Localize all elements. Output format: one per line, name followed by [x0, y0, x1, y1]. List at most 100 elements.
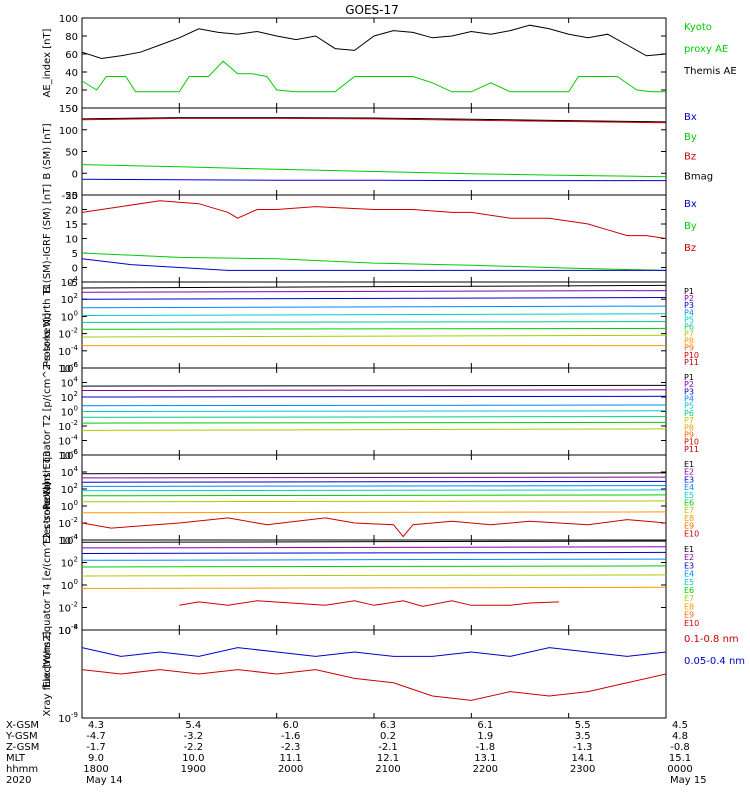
legend-entry: Bz: [684, 152, 696, 163]
orbit-row-label: Y-GSM: [5, 731, 38, 742]
legend-entry: P11: [684, 445, 699, 454]
series-line-8: [81, 428, 667, 431]
series-line-2: [81, 476, 667, 479]
y-axis-label: AE_index [nT]: [42, 28, 53, 97]
orbit-cell: 9.0: [88, 753, 104, 764]
y-tick-label: 20: [65, 206, 78, 217]
y-tick-label: 80: [65, 32, 78, 43]
series-line-1: [81, 647, 667, 657]
legend-entry: P1: [684, 373, 694, 382]
orbit-cell: -3.2: [184, 731, 204, 742]
orbit-cell: -2.2: [184, 742, 204, 753]
legend-entry: P3: [684, 301, 694, 310]
orbit-cell: 4.3: [88, 720, 104, 731]
y-axis-label: Protons North T1: [42, 283, 53, 367]
orbit-cell: 0000: [667, 764, 692, 775]
legend-entry: P11: [684, 358, 699, 367]
y-tick-label: 150: [59, 104, 78, 115]
y-tick-label: 104: [61, 376, 79, 390]
y-tick-label: 100: [59, 126, 78, 137]
orbit-cell: 3.5: [575, 731, 591, 742]
legend-entry: E9: [684, 522, 694, 531]
legend-entry: E1: [684, 545, 694, 554]
orbit-cell: -4.7: [86, 731, 106, 742]
legend-entry: P5: [684, 315, 694, 324]
panel-2: -50 0 50 100 150 B (SM) [nT] Bx By Bz Bmag: [42, 104, 713, 202]
y-tick-label: 10-4: [58, 344, 78, 358]
legend-entry: E9: [684, 611, 694, 620]
series-line-7: [81, 327, 667, 330]
y-tick-label: -5: [68, 278, 78, 289]
legend-entry: P9: [684, 344, 694, 353]
orbit-cell: 1800: [83, 764, 108, 775]
series-line-8: [81, 334, 667, 338]
series-line-1: [81, 164, 667, 178]
series-line-6: [81, 321, 667, 323]
y-tick-label: 60: [65, 50, 78, 61]
legend-entry: P8: [684, 337, 694, 346]
legend-entry: E7: [684, 506, 694, 515]
y-tick-label: 100: [61, 499, 78, 513]
legend-entry: E1: [684, 460, 694, 469]
series-line-1: [81, 472, 667, 475]
legend-entry: P10: [684, 438, 699, 447]
orbit-cell: 13.1: [474, 753, 496, 764]
legend-entry: E8: [684, 514, 694, 523]
series-line-6: [81, 494, 667, 497]
y-tick-label: 106: [61, 361, 79, 375]
orbit-row-label: 2020: [6, 775, 31, 786]
y-axis-label: Protons Equator T2 [p/(cm^2-s-sr-keV)]: [42, 313, 53, 510]
series-line-7: [81, 586, 667, 589]
y-tick-label: 25: [65, 191, 78, 202]
orbit-cell: 11.1: [280, 753, 302, 764]
y-tick-label: 100: [59, 14, 78, 25]
legend-entry: E10: [684, 619, 699, 628]
orbit-cell: -0.8: [670, 742, 690, 753]
series-line-1: [81, 540, 667, 543]
orbit-row-label: hhmm: [6, 764, 38, 775]
y-tick-label: 100: [61, 309, 78, 323]
legend-entry: E5: [684, 491, 694, 500]
series-line-3: [81, 117, 667, 123]
series-line-5: [81, 565, 667, 568]
legend-entry: E6: [684, 586, 694, 595]
series-line-2: [81, 546, 667, 549]
panel-8: 10-8 10-9 Xray flux [W/m2] 0.1-0.8 nm 0.05-0…: [42, 623, 745, 725]
series-line-3: [81, 297, 667, 300]
legend-entry: P6: [684, 409, 694, 418]
orbit-cell: 2300: [570, 764, 595, 775]
legend-entry: E7: [684, 594, 694, 603]
legend-entry: E5: [684, 578, 694, 587]
y-tick-label: 10-9: [58, 711, 78, 725]
legend-entry: E10: [684, 529, 699, 538]
legend-entry: proxy AE: [684, 44, 728, 55]
legend-entry: P10: [684, 351, 699, 360]
series-line-4: [81, 485, 667, 487]
legend-entry: Bmag: [684, 171, 713, 182]
legend-entry: P7: [684, 330, 694, 339]
legend-entry: P8: [684, 423, 694, 432]
series-line-4: [81, 305, 667, 309]
orbit-cell: 4.5: [672, 720, 688, 731]
legend-entry: Bx: [684, 199, 697, 210]
series-line-4: [81, 404, 667, 407]
orbit-cell: 10.0: [182, 753, 204, 764]
orbit-cell: 2000: [278, 764, 303, 775]
figure-title: GOES-17: [345, 3, 399, 17]
panel-frame: [81, 454, 667, 541]
y-tick-label: 104: [61, 533, 79, 547]
legend-entry: Kyoto: [684, 22, 712, 33]
y-tick-label: 0: [72, 104, 78, 115]
y-tick-label: 10-2: [58, 419, 78, 433]
legend-entry: P2: [684, 380, 694, 389]
legend-entry: E2: [684, 553, 694, 562]
legend-entry: E3: [684, 475, 694, 484]
series-line-9: [81, 517, 667, 538]
legend-entry: P1: [684, 287, 694, 296]
y-tick-label: 10-2: [58, 516, 78, 530]
